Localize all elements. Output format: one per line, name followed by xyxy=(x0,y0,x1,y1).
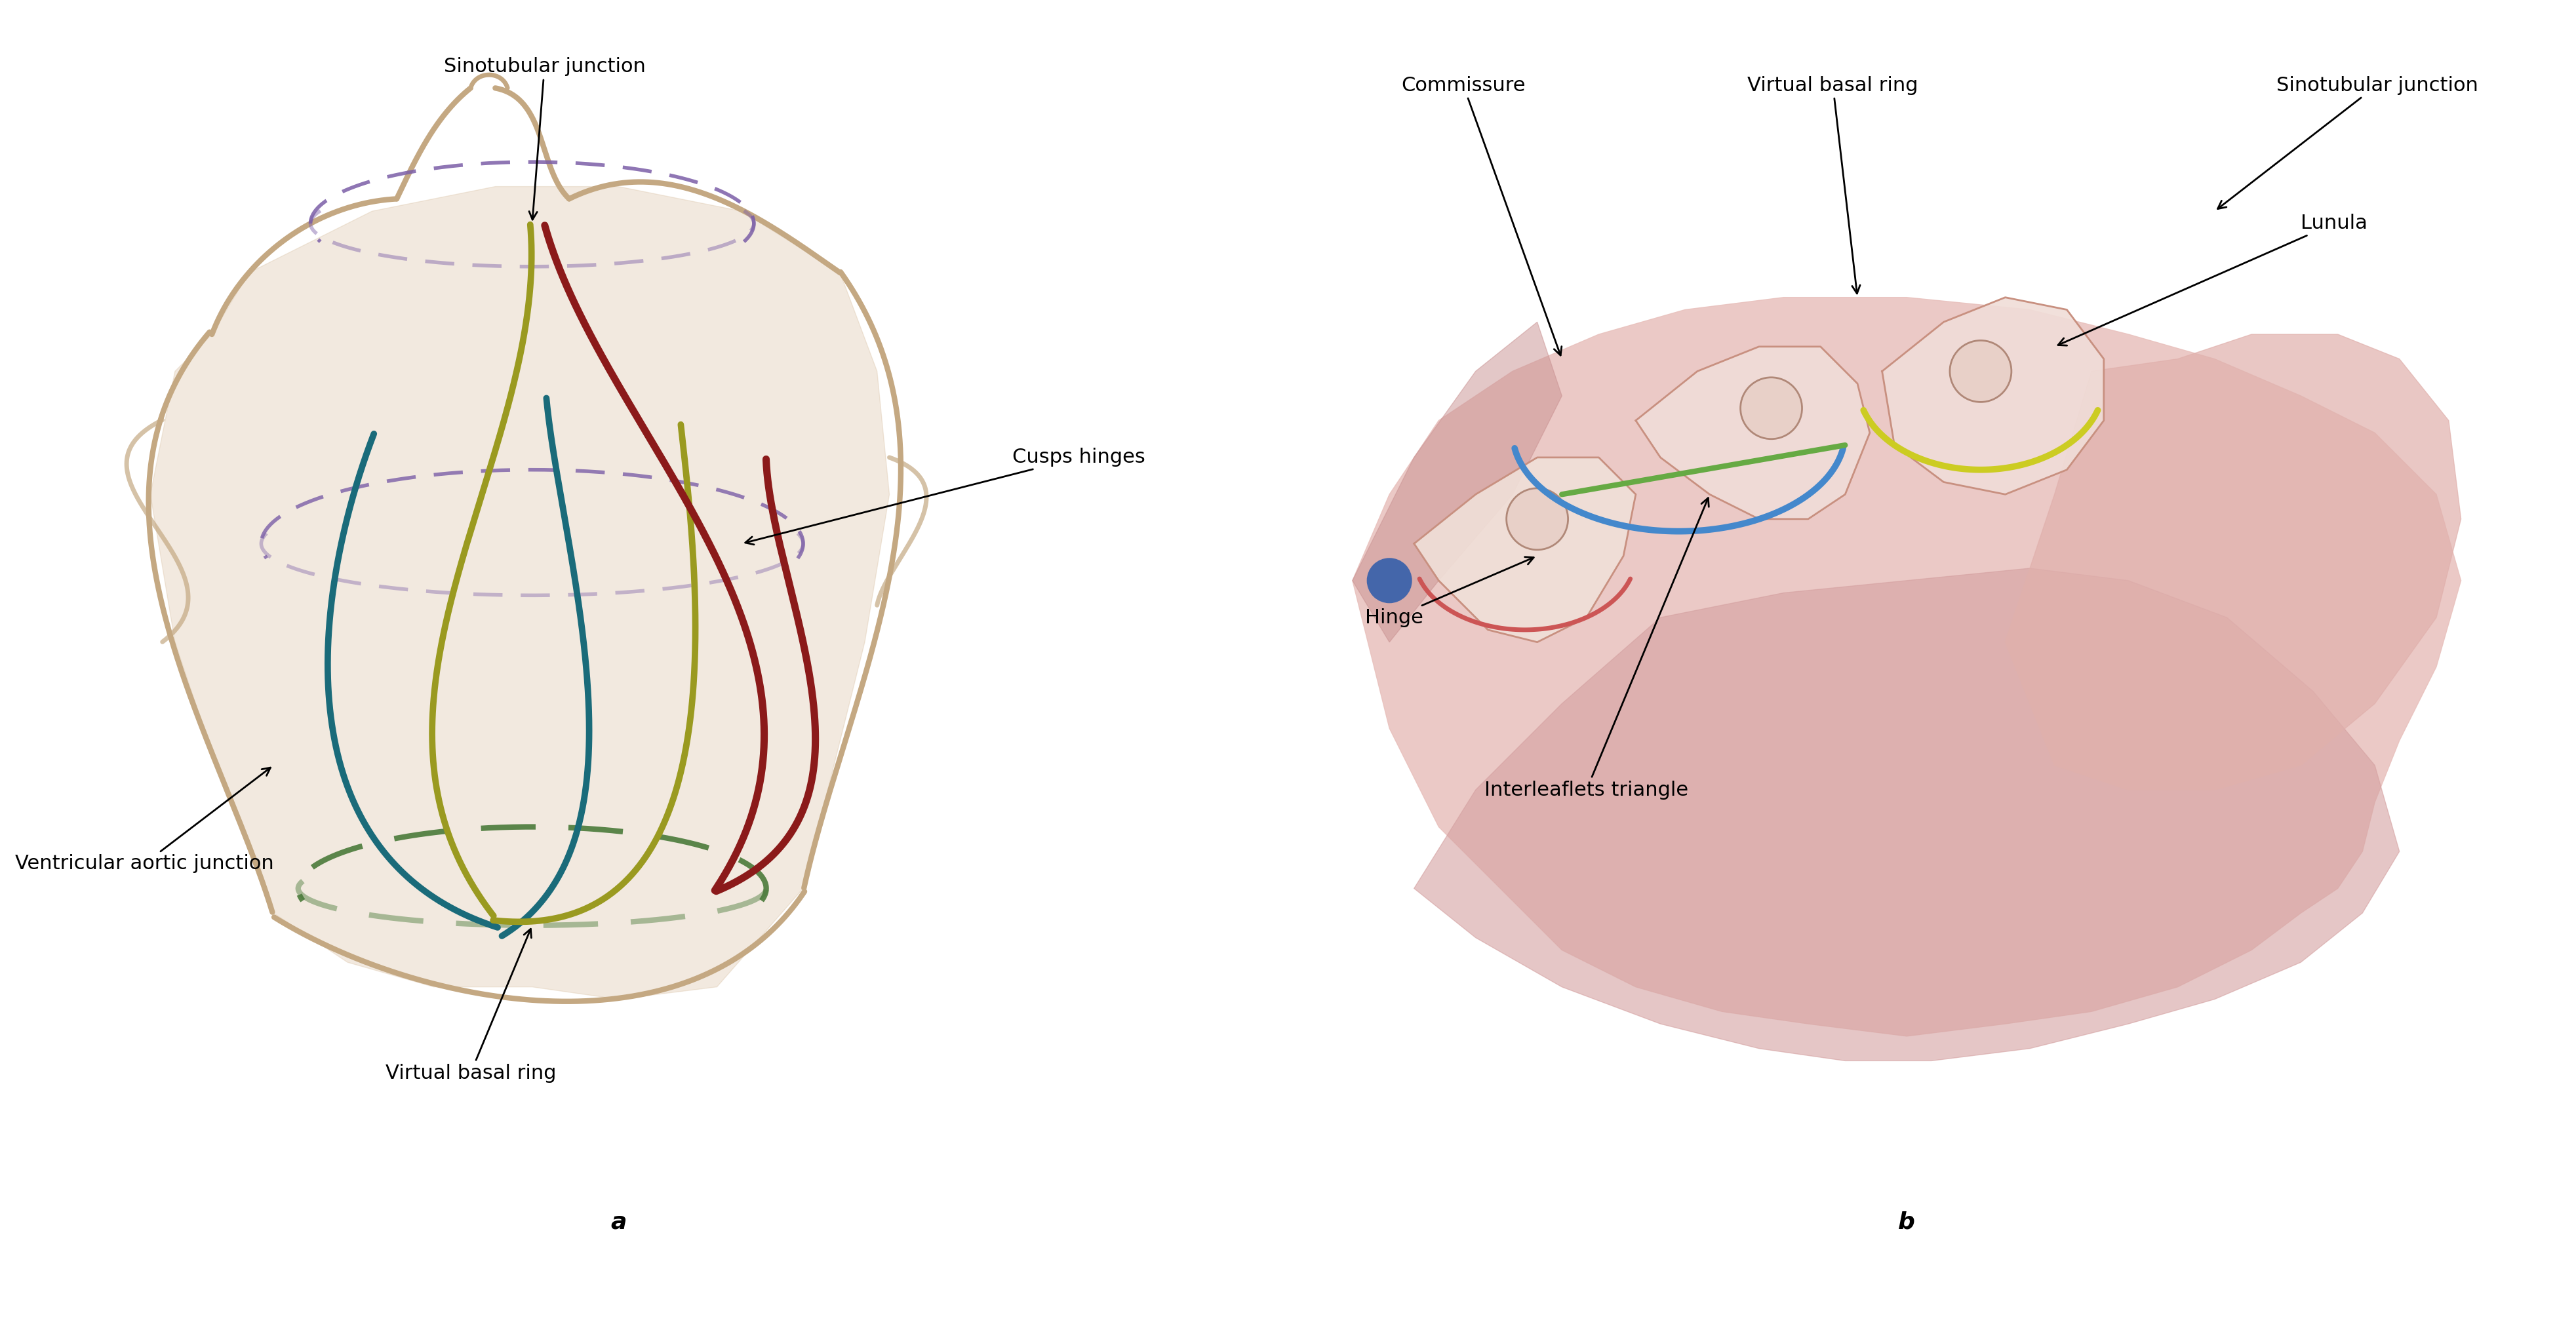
Text: Cusps hinges: Cusps hinges xyxy=(744,448,1146,544)
Text: Sinotubular junction: Sinotubular junction xyxy=(2218,75,2478,209)
Polygon shape xyxy=(1414,568,2398,1061)
Circle shape xyxy=(1507,489,1569,549)
Text: Virtual basal ring: Virtual basal ring xyxy=(1747,75,1917,294)
Polygon shape xyxy=(2004,334,2460,790)
Polygon shape xyxy=(1636,347,1870,519)
Circle shape xyxy=(1739,377,1801,440)
Text: Sinotubular junction: Sinotubular junction xyxy=(443,57,644,220)
Text: Lunula: Lunula xyxy=(2058,214,2367,346)
Circle shape xyxy=(1950,340,2012,402)
Polygon shape xyxy=(1352,298,2460,1037)
Polygon shape xyxy=(1352,322,1561,642)
Polygon shape xyxy=(1880,298,2102,494)
Text: a: a xyxy=(611,1211,626,1233)
Text: Hinge: Hinge xyxy=(1365,557,1533,628)
Text: Interleaflets triangle: Interleaflets triangle xyxy=(1484,498,1708,800)
Text: Commissure: Commissure xyxy=(1401,75,1561,355)
Polygon shape xyxy=(1414,457,1636,642)
Polygon shape xyxy=(149,187,889,1000)
Text: Virtual basal ring: Virtual basal ring xyxy=(384,929,556,1083)
Text: Ventricular aortic junction: Ventricular aortic junction xyxy=(15,768,273,874)
Text: b: b xyxy=(1899,1211,1914,1233)
Circle shape xyxy=(1368,559,1412,602)
